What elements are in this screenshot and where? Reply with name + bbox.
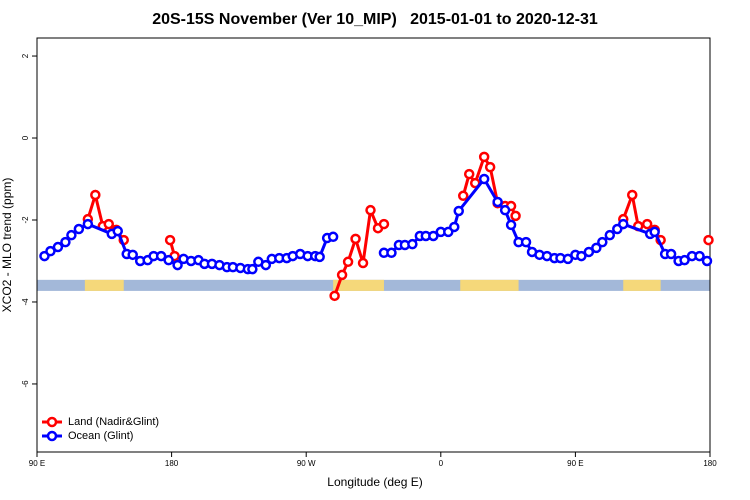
legend-label: Land (Nadir&Glint) bbox=[68, 416, 159, 428]
data-point bbox=[618, 218, 629, 230]
data-point bbox=[703, 234, 714, 246]
data-point bbox=[82, 218, 94, 230]
data-point bbox=[329, 290, 340, 302]
data-point bbox=[357, 257, 369, 269]
y-tick-label: 0 bbox=[21, 135, 30, 140]
data-point bbox=[505, 219, 517, 231]
data-point bbox=[103, 218, 115, 230]
data-point bbox=[350, 233, 361, 245]
plot-frame bbox=[36, 37, 711, 453]
data-point bbox=[604, 229, 616, 241]
x-tick-label: 180 bbox=[703, 459, 717, 468]
data-point bbox=[453, 205, 464, 217]
y-tick-label: -2 bbox=[21, 216, 30, 224]
data-point bbox=[492, 196, 503, 208]
data-point bbox=[641, 218, 653, 230]
data-point bbox=[463, 168, 475, 180]
data-point bbox=[52, 241, 64, 253]
data-point bbox=[378, 218, 390, 230]
data-point bbox=[407, 238, 418, 250]
data-point bbox=[66, 229, 77, 241]
data-point bbox=[478, 151, 490, 163]
land-band bbox=[460, 279, 519, 291]
series-line bbox=[383, 176, 708, 263]
x-tick-label: 90 W bbox=[297, 459, 316, 468]
data-point bbox=[90, 189, 101, 201]
data-point bbox=[457, 190, 469, 202]
data-point bbox=[260, 259, 272, 271]
y-tick-label: -4 bbox=[21, 298, 30, 306]
x-tick-label: 90 E bbox=[29, 459, 45, 468]
legend-label: Ocean (Glint) bbox=[68, 430, 133, 442]
y-tick-label: -6 bbox=[21, 380, 30, 388]
data-point bbox=[172, 259, 183, 271]
data-point bbox=[679, 254, 690, 266]
legend-marker bbox=[46, 416, 58, 428]
data-point bbox=[342, 256, 354, 268]
data-point bbox=[484, 161, 496, 173]
data-point bbox=[520, 236, 532, 248]
land-band bbox=[333, 279, 384, 291]
data-point bbox=[327, 231, 339, 243]
data-point bbox=[665, 248, 677, 260]
data-point bbox=[247, 263, 258, 275]
data-point bbox=[112, 225, 124, 237]
data-point bbox=[336, 269, 348, 281]
data-point bbox=[499, 204, 511, 216]
data-point bbox=[583, 246, 595, 258]
data-point bbox=[576, 250, 587, 262]
y-tick-label: 2 bbox=[21, 53, 30, 58]
x-axis-label: Longitude (deg E) bbox=[327, 475, 422, 489]
y-axis-label: XCO2 - MLO trend (ppm) bbox=[0, 178, 14, 313]
data-point bbox=[694, 250, 705, 262]
data-point bbox=[365, 204, 376, 216]
data-point bbox=[510, 210, 521, 222]
data-point bbox=[562, 253, 574, 265]
data-point bbox=[428, 230, 439, 242]
data-point bbox=[386, 247, 397, 259]
chart-title: 20S-15S November (Ver 10_MIP) 2015-01-01… bbox=[152, 11, 598, 28]
x-tick-label: 90 E bbox=[567, 459, 583, 468]
data-point bbox=[155, 250, 167, 262]
data-point bbox=[314, 251, 325, 263]
data-point bbox=[591, 242, 602, 254]
data-point bbox=[597, 236, 608, 248]
land-band bbox=[623, 279, 661, 291]
data-point bbox=[164, 234, 176, 246]
land-band bbox=[84, 279, 124, 291]
data-point bbox=[60, 236, 71, 248]
data-point bbox=[478, 173, 490, 185]
data-point bbox=[649, 226, 660, 238]
data-point bbox=[73, 223, 85, 235]
data-point bbox=[449, 221, 460, 233]
x-tick-label: 180 bbox=[165, 459, 179, 468]
data-point bbox=[626, 189, 638, 201]
legend-marker bbox=[46, 430, 58, 442]
data-point bbox=[127, 249, 138, 261]
data-point bbox=[701, 255, 713, 267]
data-point bbox=[163, 254, 174, 266]
data-point bbox=[45, 245, 56, 257]
x-tick-label: 0 bbox=[439, 459, 444, 468]
